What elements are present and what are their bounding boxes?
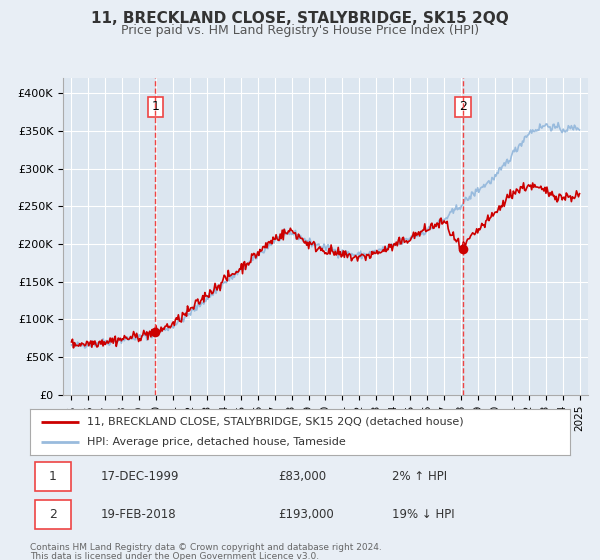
Text: Contains HM Land Registry data © Crown copyright and database right 2024.: Contains HM Land Registry data © Crown c…	[30, 543, 382, 552]
Text: £193,000: £193,000	[278, 507, 334, 521]
Text: 1: 1	[49, 470, 57, 483]
Text: This data is licensed under the Open Government Licence v3.0.: This data is licensed under the Open Gov…	[30, 552, 319, 560]
Text: 2: 2	[49, 507, 57, 521]
Text: 11, BRECKLAND CLOSE, STALYBRIDGE, SK15 2QQ (detached house): 11, BRECKLAND CLOSE, STALYBRIDGE, SK15 2…	[86, 417, 463, 427]
Text: 1: 1	[152, 100, 160, 113]
FancyBboxPatch shape	[35, 500, 71, 529]
Text: 2: 2	[459, 100, 467, 113]
Text: 2% ↑ HPI: 2% ↑ HPI	[392, 470, 447, 483]
FancyBboxPatch shape	[35, 462, 71, 491]
Text: 19% ↓ HPI: 19% ↓ HPI	[392, 507, 454, 521]
Text: Price paid vs. HM Land Registry's House Price Index (HPI): Price paid vs. HM Land Registry's House …	[121, 24, 479, 36]
Text: £83,000: £83,000	[278, 470, 326, 483]
Text: 17-DEC-1999: 17-DEC-1999	[100, 470, 179, 483]
Text: HPI: Average price, detached house, Tameside: HPI: Average price, detached house, Tame…	[86, 437, 346, 447]
Text: 11, BRECKLAND CLOSE, STALYBRIDGE, SK15 2QQ: 11, BRECKLAND CLOSE, STALYBRIDGE, SK15 2…	[91, 11, 509, 26]
Text: 19-FEB-2018: 19-FEB-2018	[100, 507, 176, 521]
